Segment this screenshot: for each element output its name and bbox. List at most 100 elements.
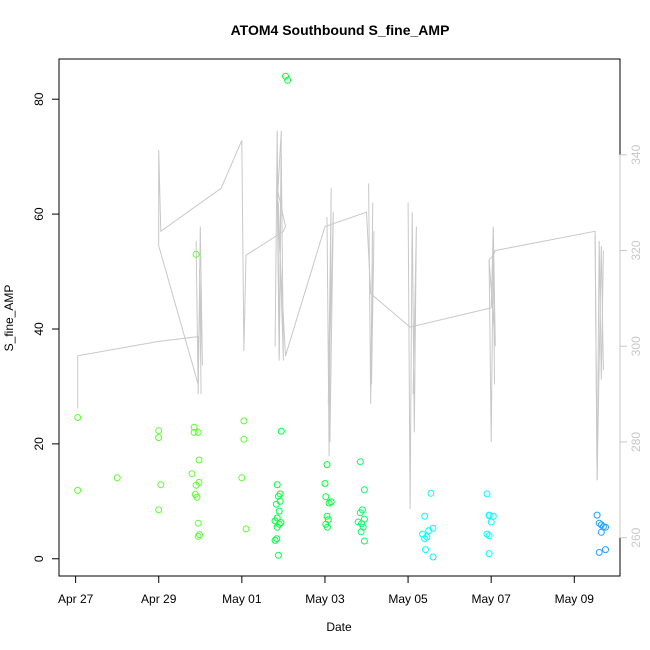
line-series-burst-3 [368, 183, 375, 404]
data-point [155, 506, 163, 514]
data-point [327, 498, 335, 506]
data-point [190, 423, 198, 431]
data-point [485, 511, 493, 519]
data-point [277, 427, 285, 435]
data-point [485, 532, 493, 540]
data-point [595, 548, 603, 556]
data-point [323, 523, 331, 531]
data-point [322, 493, 330, 501]
data-point [274, 551, 282, 559]
data-point [485, 550, 493, 558]
x-tick-label: Apr 29 [141, 592, 177, 606]
data-point [356, 509, 364, 517]
data-point [356, 458, 364, 466]
data-point [240, 417, 248, 425]
data-point [273, 535, 281, 543]
x-tick-label: May 09 [555, 592, 595, 606]
data-point [423, 533, 431, 541]
data-point [242, 525, 250, 533]
data-point [483, 530, 491, 538]
plot-frame [58, 58, 621, 577]
y2-axis: 260 280 300 320 340 [619, 144, 643, 548]
data-point [157, 481, 165, 489]
data-point [240, 435, 248, 443]
data-point [284, 76, 292, 84]
line-series-burst-5 [488, 236, 495, 443]
data-point [429, 553, 437, 561]
data-point [360, 537, 368, 545]
data-point [195, 456, 203, 464]
x-tick-label: May 07 [471, 592, 511, 606]
data-point [190, 428, 198, 436]
y-tick-label: 20 [32, 437, 46, 451]
data-point [188, 470, 196, 478]
data-point [323, 461, 331, 469]
data-point [602, 546, 609, 554]
line-series-burst-1 [274, 130, 284, 361]
x-tick-label: May 01 [222, 592, 262, 606]
data-point [422, 546, 429, 554]
data-point [597, 521, 605, 529]
data-point [277, 519, 285, 527]
data-point [321, 480, 329, 487]
y2-tick-label: 320 [629, 240, 643, 260]
data-point [113, 474, 121, 482]
data-point [358, 520, 365, 528]
y-tick-label: 0 [32, 555, 46, 562]
data-point [354, 518, 362, 526]
y2-tick-label: 340 [629, 144, 643, 164]
y-tick-label: 60 [32, 207, 46, 221]
data-point [421, 512, 429, 520]
data-point [427, 489, 435, 497]
data-point [602, 523, 609, 531]
data-point [489, 512, 497, 520]
line-series-burst-6 [594, 236, 604, 481]
y-tick-label: 40 [32, 322, 46, 336]
data-point [155, 427, 163, 435]
data-point [487, 518, 495, 526]
data-point [195, 478, 203, 486]
data-point [429, 524, 437, 532]
data-point [194, 532, 202, 540]
data-point [425, 527, 433, 535]
data-point [360, 486, 368, 494]
data-point [74, 486, 82, 494]
y2-tick-label: 300 [629, 336, 643, 356]
data-point [155, 434, 163, 442]
data-point [194, 428, 202, 436]
data-point [597, 528, 605, 536]
line-series-burst-0 [195, 226, 203, 395]
data-point [276, 497, 284, 505]
data-point [238, 474, 246, 482]
data-point [357, 528, 365, 536]
point-series [74, 72, 609, 561]
x-axis-label: Date [326, 620, 352, 634]
x-tick-label: May 03 [305, 592, 345, 606]
data-point [271, 536, 279, 544]
data-point [74, 414, 82, 421]
line-series [77, 130, 604, 510]
data-point [282, 72, 289, 80]
data-point [421, 535, 429, 543]
y2-tick-label: 260 [629, 527, 643, 547]
data-point [483, 490, 491, 498]
line-series-path [77, 130, 604, 481]
y-axis-label: S_fine_AMP [2, 285, 16, 352]
y-tick-label: 80 [32, 92, 46, 106]
data-point [275, 507, 283, 515]
line-series-burst-4 [407, 202, 417, 510]
data-point [595, 519, 603, 527]
data-point [196, 531, 203, 539]
data-point [193, 493, 201, 501]
x-tick-label: May 05 [388, 592, 428, 606]
data-point [194, 519, 202, 527]
x-tick-label: Apr 27 [58, 592, 94, 606]
data-point [323, 512, 331, 520]
data-point [273, 523, 281, 531]
line-series-burst-2 [326, 188, 334, 457]
data-point [593, 511, 601, 519]
y-axis: 0 20 40 60 80 [32, 92, 60, 562]
chart-title: ATOM4 Southbound S_fine_AMP [231, 22, 450, 38]
data-point [192, 250, 200, 258]
